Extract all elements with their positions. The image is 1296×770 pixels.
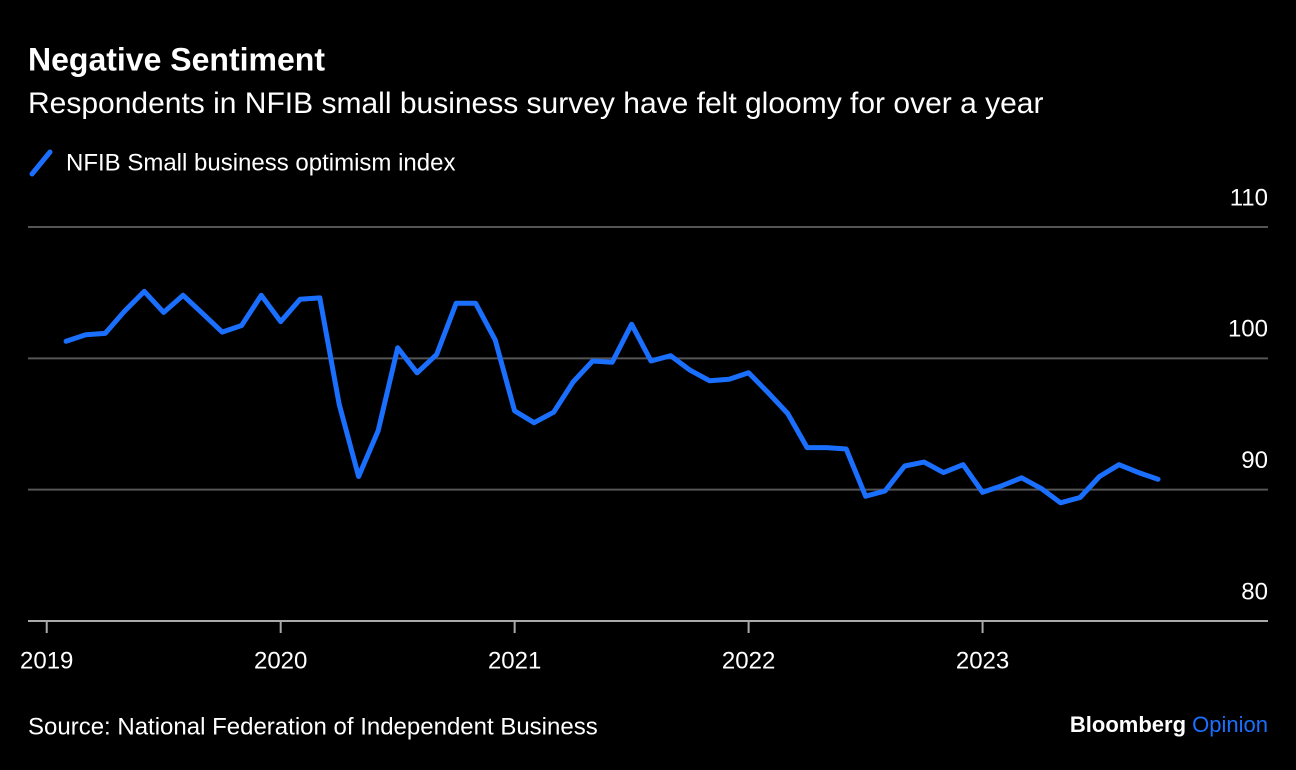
data-line: [63, 288, 1161, 506]
brand: Bloomberg Opinion: [1070, 712, 1268, 737]
x-tick-label: 2023: [956, 647, 1009, 674]
y-tick-label: 80: [1241, 578, 1268, 605]
x-tick-label: 2020: [254, 647, 307, 674]
chart-subtitle: Respondents in NFIB small business surve…: [28, 87, 1043, 120]
brand-name: Bloomberg: [1070, 712, 1186, 737]
x-tick-label: 2019: [20, 647, 73, 674]
chart-title: Negative Sentiment: [28, 41, 325, 77]
brand-section: Opinion: [1192, 712, 1268, 737]
x-tick-label: 2021: [488, 647, 541, 674]
y-tick-label: 90: [1241, 447, 1268, 474]
y-tick-label: 100: [1228, 316, 1268, 343]
legend-swatch: [29, 149, 53, 177]
legend-label: NFIB Small business optimism index: [66, 149, 455, 176]
source: Source: National Federation of Independe…: [28, 713, 598, 740]
x-tick-label: 2022: [722, 647, 775, 674]
y-tick-label: 110: [1230, 184, 1268, 211]
